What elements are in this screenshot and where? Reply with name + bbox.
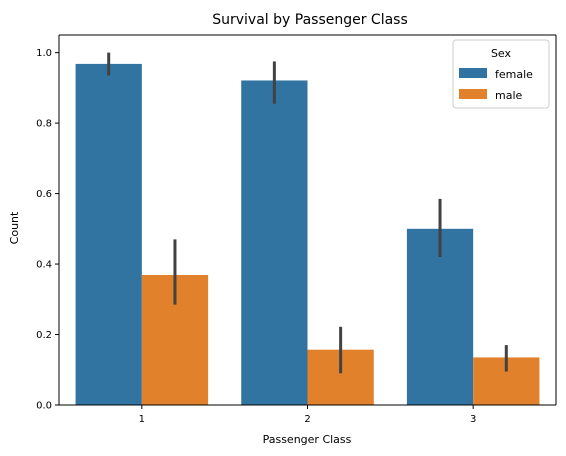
- y-tick-label: 0.0: [36, 401, 52, 412]
- legend-label-female: female: [495, 68, 533, 81]
- bar-female-class-3: [406, 228, 474, 405]
- y-tick-label: 0.4: [36, 260, 52, 271]
- x-tick-label: 1: [139, 414, 145, 425]
- legend-title: Sex: [491, 47, 512, 60]
- bar-female-class-1: [75, 63, 142, 406]
- legend-label-male: male: [495, 89, 523, 102]
- y-axis-label: Count: [8, 211, 21, 244]
- x-tick-label: 2: [304, 414, 310, 425]
- legend-swatch-male: [459, 89, 487, 99]
- x-tick-label: 3: [470, 414, 476, 425]
- x-axis-label: Passenger Class: [263, 433, 352, 446]
- axes-layer: 0.0 0.2 0.4 0.6 0.8 1.0 1 2 3: [36, 34, 557, 425]
- bars-layer: [75, 63, 540, 406]
- legend: Sex female male: [452, 39, 550, 109]
- y-tick-label: 0.2: [36, 330, 52, 341]
- bar-female-class-2: [241, 80, 308, 405]
- y-tick-label: 1.0: [36, 48, 52, 59]
- y-tick-label: 0.8: [36, 119, 52, 130]
- error-bars-layer: [107, 52, 508, 374]
- legend-swatch-female: [459, 68, 487, 78]
- chart-title: Survival by Passenger Class: [212, 12, 408, 28]
- y-tick-label: 0.6: [36, 189, 52, 200]
